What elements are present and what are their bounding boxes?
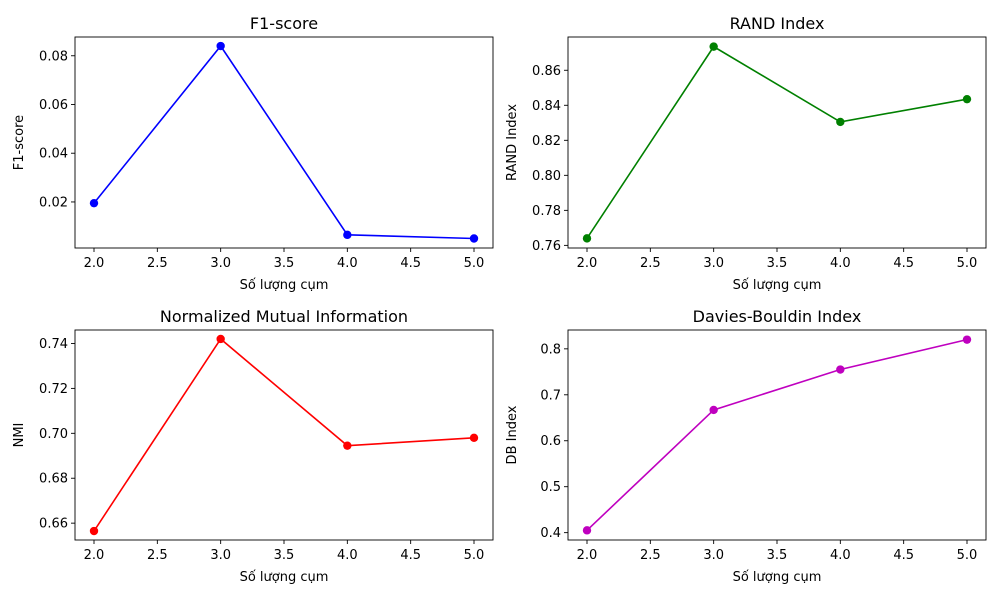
- y-axis-label: DB Index: [505, 405, 520, 464]
- x-tick-label: 4.0: [830, 548, 851, 563]
- y-axis-label: F1-score: [12, 115, 27, 170]
- series-line: [93, 337, 475, 532]
- x-tick-label: 3.0: [703, 548, 724, 563]
- y-tick-label: 0.06: [39, 98, 68, 113]
- chart-title: Davies-Bouldin Index: [693, 307, 862, 326]
- series-line: [586, 338, 968, 531]
- data-point: [469, 234, 479, 243]
- axes-frame: [74, 36, 494, 249]
- y-tick-label: 0.74: [39, 337, 68, 352]
- data-point: [89, 526, 99, 536]
- x-axis-label: Số lượng cụm: [733, 570, 822, 585]
- y-axis-label: RAND Index: [505, 104, 520, 181]
- data-point: [343, 230, 352, 240]
- y-tick-label: 0.5: [540, 480, 561, 495]
- y-tick-label: 0.84: [532, 99, 561, 114]
- chart-title: RAND Index: [730, 14, 825, 33]
- chart-panel-1: 2.0 2.5 3.0 3.5 4.0 4.5 5.0 0.02 0.04 0.06 0.08 F1-…: [12, 14, 494, 293]
- x-tick-label: 4.5: [893, 256, 914, 271]
- x-axis-label: Số lượng cụm: [240, 278, 329, 293]
- data-point: [709, 405, 718, 415]
- x-tick-label: 4.5: [400, 548, 421, 563]
- data-point: [962, 94, 972, 104]
- x-tick-label: 3.5: [274, 548, 295, 563]
- x-tick-label: 2.0: [577, 256, 598, 271]
- x-tick-label: 3.5: [767, 548, 788, 563]
- y-tick-label: 0.08: [39, 49, 68, 64]
- data-point: [343, 441, 352, 450]
- y-tick-label: 0.68: [39, 472, 68, 487]
- y-tick-label: 0.80: [532, 169, 561, 184]
- x-axis-label: Số lượng cụm: [733, 278, 822, 293]
- x-tick-label: 3.5: [767, 256, 788, 271]
- y-tick-label: 0.66: [39, 517, 68, 532]
- x-tick-label: 5.0: [464, 256, 485, 271]
- y-tick-label: 0.86: [532, 64, 561, 79]
- x-tick-label: 3.5: [274, 256, 295, 271]
- y-axis-label: NMI: [12, 423, 27, 448]
- y-tick-label: 0.7: [540, 388, 561, 403]
- y-tick-label: 0.70: [39, 427, 68, 442]
- x-tick-label: 4.0: [337, 256, 358, 271]
- data-point: [836, 365, 845, 374]
- series-line: [586, 45, 968, 239]
- y-tick-label: 0.76: [532, 239, 561, 254]
- chart-panel-4: 2.0 2.5 3.0 3.5 4.0 4.5 5.0 0.4 0.5 0.6 0.7 0.8 Davi…: [505, 307, 987, 585]
- y-tick-label: 0.82: [532, 134, 561, 149]
- x-tick-label: 2.5: [640, 256, 661, 271]
- x-tick-label: 2.5: [640, 548, 661, 563]
- y-tick-label: 0.02: [39, 195, 68, 210]
- data-point: [582, 526, 592, 535]
- data-point: [709, 42, 718, 51]
- data-point: [216, 41, 225, 51]
- x-tick-label: 4.0: [830, 256, 851, 271]
- data-point: [836, 117, 845, 127]
- data-point: [469, 433, 479, 443]
- axes-frame: [567, 329, 987, 541]
- series-line: [93, 44, 475, 240]
- data-point: [962, 335, 972, 344]
- x-tick-label: 4.0: [337, 548, 358, 563]
- axes-frame: [74, 329, 494, 541]
- chart-title: F1-score: [250, 14, 318, 33]
- x-tick-label: 3.0: [210, 548, 231, 563]
- x-tick-label: 5.0: [957, 548, 978, 563]
- x-tick-label: 2.5: [147, 548, 168, 563]
- y-tick-label: 0.78: [532, 204, 561, 219]
- y-tick-label: 0.6: [540, 434, 561, 449]
- chart-title: Normalized Mutual Information: [160, 307, 408, 326]
- x-axis-label: Số lượng cụm: [240, 570, 329, 585]
- y-tick-label: 0.4: [540, 526, 561, 541]
- x-tick-label: 3.0: [703, 256, 724, 271]
- data-point: [89, 198, 99, 208]
- axes-frame: [567, 36, 987, 249]
- x-tick-label: 2.0: [577, 548, 598, 563]
- x-tick-label: 3.0: [210, 256, 231, 271]
- chart-panel-3: 2.0 2.5 3.0 3.5 4.0 4.5 5.0 0.66 0.68 0.70 0.72 0.7…: [12, 307, 494, 585]
- x-tick-label: 5.0: [464, 548, 485, 563]
- x-tick-label: 4.5: [400, 256, 421, 271]
- data-point: [582, 234, 592, 243]
- x-tick-label: 2.5: [147, 256, 168, 271]
- y-tick-label: 0.04: [39, 147, 68, 162]
- x-tick-label: 2.0: [84, 256, 105, 271]
- data-point: [216, 334, 225, 344]
- y-tick-label: 0.72: [39, 382, 68, 397]
- x-tick-label: 5.0: [957, 256, 978, 271]
- chart-panel-2: 2.0 2.5 3.0 3.5 4.0 4.5 5.0 0.76 0.78 0.80 0.82 0.8…: [505, 14, 987, 293]
- y-tick-label: 0.8: [540, 342, 561, 357]
- x-tick-label: 2.0: [84, 548, 105, 563]
- x-tick-label: 4.5: [893, 548, 914, 563]
